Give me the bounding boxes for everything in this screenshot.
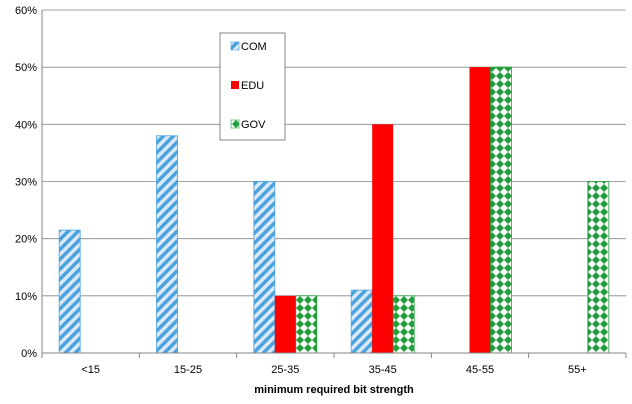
y-tick-label: 50% xyxy=(15,62,37,74)
legend-label-gov: GOV xyxy=(241,119,266,131)
bar-edu-25-35 xyxy=(275,296,296,353)
bar-com-15 xyxy=(59,230,80,353)
x-tick-label: 15-25 xyxy=(174,364,202,376)
legend-label-edu: EDU xyxy=(241,80,264,92)
y-tick-labels: 0% 10% 20% 30% 40% 50% 60% xyxy=(15,5,37,360)
y-tick-label: 60% xyxy=(15,5,37,17)
bar-edu-35-45 xyxy=(372,124,393,353)
y-tick-label: 10% xyxy=(15,291,37,303)
x-tick-label: <15 xyxy=(81,364,100,376)
bar-gov-25-35 xyxy=(296,296,317,353)
y-tick-label: 0% xyxy=(21,348,37,360)
x-tick-label: 25-35 xyxy=(271,364,299,376)
x-axis-title: minimum required bit strength xyxy=(254,384,414,396)
bar-com-25-35 xyxy=(254,182,275,354)
legend: COM EDU GOV xyxy=(220,33,285,140)
legend-swatch-gov xyxy=(231,120,239,128)
bar-gov-45-55 xyxy=(491,67,512,353)
bar-gov-55 xyxy=(588,182,609,354)
x-tick-labels: <15 15-25 25-35 35-45 45-55 55+ xyxy=(42,353,626,376)
x-tick-label: 45-55 xyxy=(466,364,494,376)
bars xyxy=(59,67,609,353)
y-tick-label: 20% xyxy=(15,234,37,246)
x-tick-label: 55+ xyxy=(568,364,587,376)
x-tick-label: 35-45 xyxy=(369,364,397,376)
gridlines xyxy=(42,10,626,296)
legend-swatch-edu xyxy=(231,81,239,89)
bar-gov-35-45 xyxy=(393,296,414,353)
y-tick-label: 30% xyxy=(15,177,37,189)
y-tick-label: 40% xyxy=(15,119,37,131)
bar-edu-45-55 xyxy=(470,67,491,353)
legend-label-com: COM xyxy=(241,41,267,53)
bar-com-35-45 xyxy=(351,290,372,353)
bar-com-15-25 xyxy=(157,136,178,353)
legend-swatch-com xyxy=(231,42,239,50)
